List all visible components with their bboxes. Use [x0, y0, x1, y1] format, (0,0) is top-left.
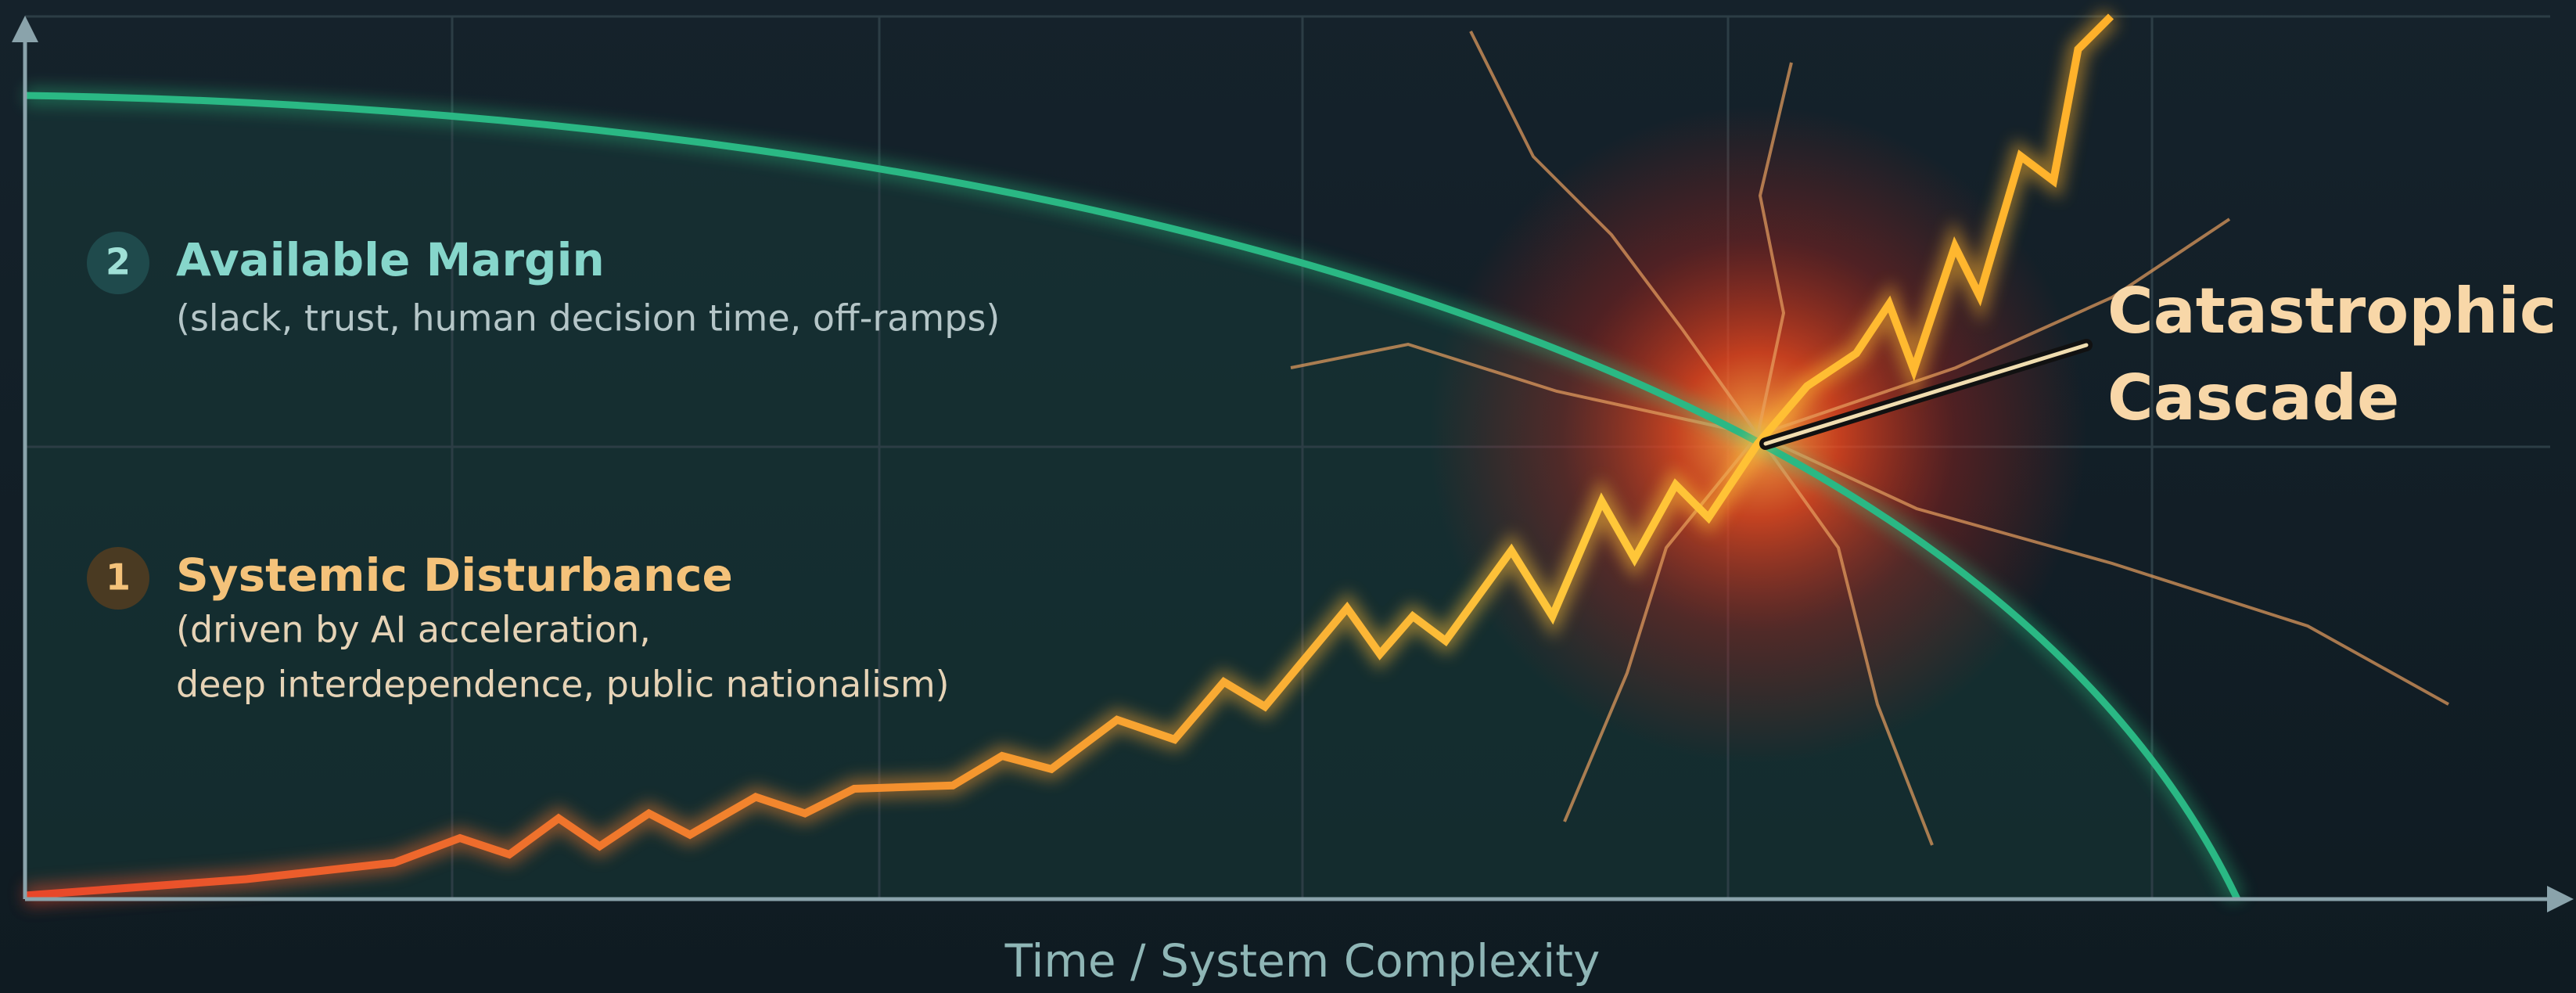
diagram: 2 Available Margin (slack, trust, human … [0, 0, 2576, 993]
label-text: (driven by AI acceleration, [176, 609, 651, 651]
callout-text: Catastrophic [2107, 275, 2556, 347]
badge-number: 2 [106, 241, 131, 283]
callout-text: Cascade [2107, 362, 2399, 434]
badge-number: 1 [106, 556, 131, 599]
x-axis-title: Time / System Complexity [1004, 934, 1601, 988]
label-title: Available Margin [176, 233, 605, 286]
label-text: deep interdependence, public nationalism… [176, 664, 950, 706]
label-text: (slack, trust, human decision time, off-… [176, 297, 1000, 340]
page: 2 Available Margin (slack, trust, human … [0, 0, 2576, 993]
label-title: Systemic Disturbance [176, 549, 733, 602]
